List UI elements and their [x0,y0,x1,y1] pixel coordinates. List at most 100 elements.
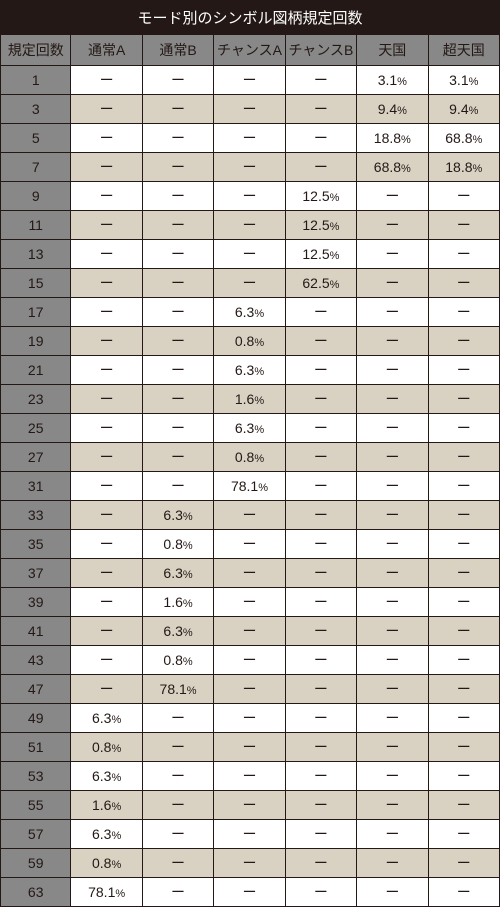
column-header: チャンスA [214,35,285,66]
data-cell: ー [142,327,213,356]
data-cell: ー [428,269,499,298]
data-cell: 12.5% [285,240,356,269]
data-cell: ー [285,588,356,617]
table-row: 510.8%ーーーーー [1,733,500,762]
data-cell: 0.8% [71,733,142,762]
data-cell: ー [428,878,499,907]
row-label: 35 [1,530,71,559]
data-cell: ー [214,211,285,240]
column-header: 超天国 [428,35,499,66]
data-cell: ー [214,240,285,269]
data-cell: ー [142,820,213,849]
data-cell: ー [71,472,142,501]
data-cell: ー [285,733,356,762]
row-label: 57 [1,820,71,849]
data-cell: ー [285,791,356,820]
data-cell: ー [428,791,499,820]
row-label: 47 [1,675,71,704]
data-cell: ー [357,733,428,762]
data-cell: 6.3% [142,501,213,530]
data-cell: 0.8% [142,530,213,559]
data-cell: 9.4% [428,95,499,124]
row-label: 17 [1,298,71,327]
data-cell: ー [357,878,428,907]
row-label: 5 [1,124,71,153]
data-cell: ー [285,530,356,559]
table-row: 27ーー0.8%ーーー [1,443,500,472]
row-label: 21 [1,356,71,385]
data-cell: ー [142,472,213,501]
data-cell: ー [71,443,142,472]
data-cell: 0.8% [214,443,285,472]
data-cell: 3.1% [357,66,428,95]
data-cell: ー [357,356,428,385]
row-label: 43 [1,646,71,675]
data-cell: 0.8% [214,327,285,356]
data-cell: ー [428,733,499,762]
data-cell: ー [142,240,213,269]
data-cell: ー [214,849,285,878]
data-cell: 12.5% [285,182,356,211]
data-cell: ー [357,385,428,414]
data-cell: 6.3% [71,820,142,849]
table-row: 536.3%ーーーーー [1,762,500,791]
table-row: 11ーーー12.5%ーー [1,211,500,240]
data-cell: ー [214,66,285,95]
row-label: 13 [1,240,71,269]
row-label: 25 [1,414,71,443]
data-cell: ー [71,211,142,240]
data-cell: ー [142,762,213,791]
data-cell: ー [142,298,213,327]
table-row: 47ー78.1%ーーーー [1,675,500,704]
data-cell: ー [428,443,499,472]
data-cell: 6.3% [214,298,285,327]
data-cell: ー [285,501,356,530]
data-cell: ー [71,298,142,327]
data-cell: ー [428,182,499,211]
table-row: 576.3%ーーーーー [1,820,500,849]
data-cell: ー [357,269,428,298]
data-cell: ー [142,95,213,124]
data-cell: ー [428,414,499,443]
data-cell: 1.6% [142,588,213,617]
table-title: モード別のシンボル図柄規定回数 [1,1,500,35]
data-cell: 6.3% [71,762,142,791]
data-cell: ー [357,414,428,443]
row-label: 33 [1,501,71,530]
data-cell: ー [214,820,285,849]
header-row: 規定回数通常A通常BチャンスAチャンスB天国超天国 [1,35,500,66]
data-cell: ー [285,646,356,675]
column-header: 通常B [142,35,213,66]
data-cell: ー [142,356,213,385]
data-cell: ー [285,385,356,414]
data-cell: ー [142,733,213,762]
data-cell: ー [71,501,142,530]
table-row: 17ーー6.3%ーーー [1,298,500,327]
table-row: 7ーーーー68.8%18.8% [1,153,500,182]
data-cell: ー [214,588,285,617]
data-cell: ー [142,443,213,472]
row-label: 9 [1,182,71,211]
data-cell: 12.5% [285,211,356,240]
data-cell: ー [214,182,285,211]
data-cell: ー [428,530,499,559]
table-row: 9ーーー12.5%ーー [1,182,500,211]
data-cell: ー [214,124,285,153]
data-cell: 18.8% [428,153,499,182]
data-cell: ー [357,501,428,530]
data-cell: 18.8% [357,124,428,153]
data-cell: ー [71,124,142,153]
data-cell: ー [285,559,356,588]
data-cell: ー [71,356,142,385]
data-cell: ー [142,66,213,95]
data-cell: ー [71,182,142,211]
column-header: チャンスB [285,35,356,66]
table-row: 19ーー0.8%ーーー [1,327,500,356]
row-label: 37 [1,559,71,588]
table-row: 39ー1.6%ーーーー [1,588,500,617]
data-cell: ー [428,385,499,414]
data-cell: ー [142,704,213,733]
row-label: 31 [1,472,71,501]
row-label: 49 [1,704,71,733]
data-cell: ー [214,269,285,298]
